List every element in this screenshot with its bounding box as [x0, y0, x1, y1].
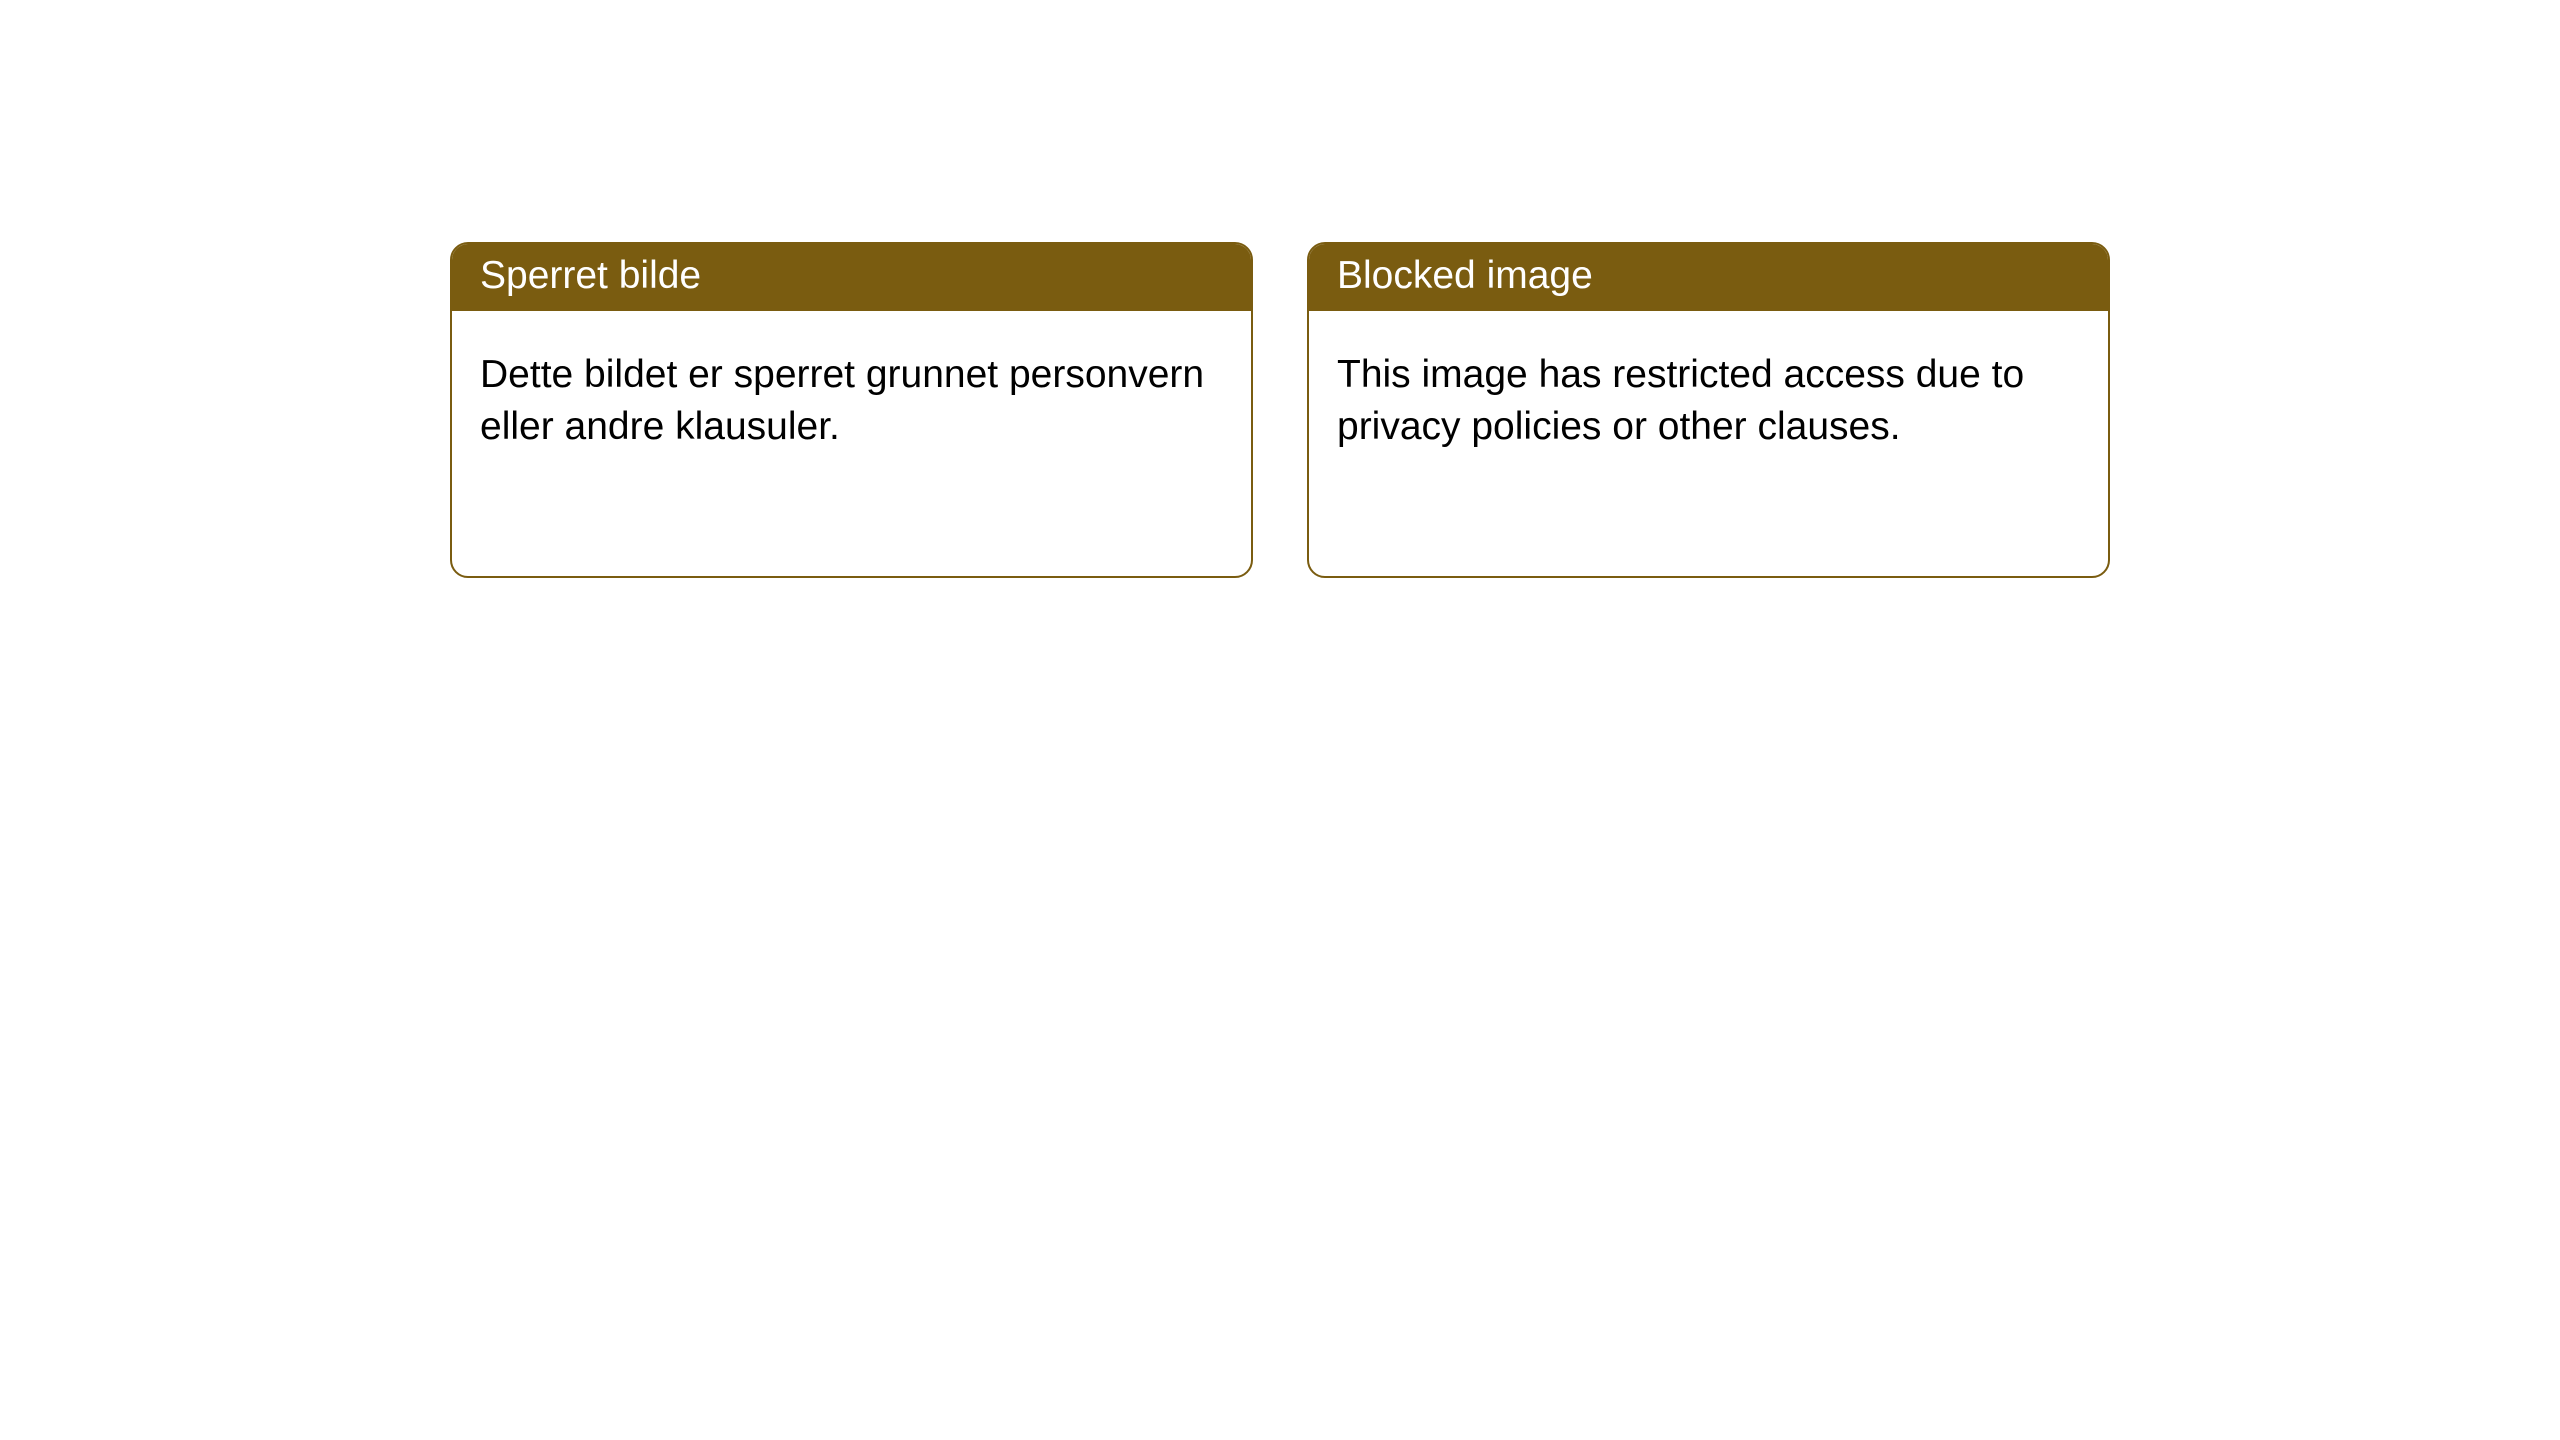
- notice-header: Blocked image: [1309, 244, 2108, 311]
- notice-header: Sperret bilde: [452, 244, 1251, 311]
- notices-container: Sperret bilde Dette bildet er sperret gr…: [0, 0, 2560, 578]
- notice-box-english: Blocked image This image has restricted …: [1307, 242, 2110, 578]
- notice-box-norwegian: Sperret bilde Dette bildet er sperret gr…: [450, 242, 1253, 578]
- notice-body: Dette bildet er sperret grunnet personve…: [452, 311, 1251, 481]
- notice-body: This image has restricted access due to …: [1309, 311, 2108, 481]
